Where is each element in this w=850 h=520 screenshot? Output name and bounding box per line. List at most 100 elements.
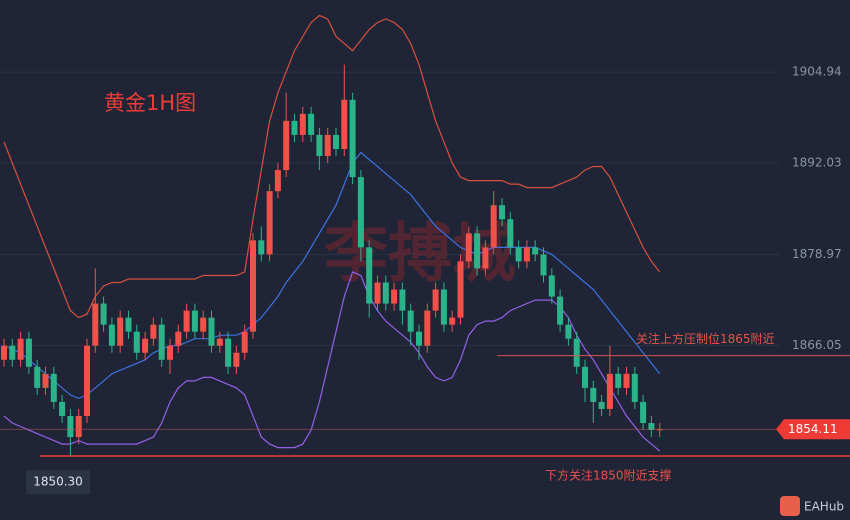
candle-body [582, 366, 588, 388]
band-line [3, 14, 661, 319]
candle-body [42, 373, 49, 388]
candle-body [133, 331, 140, 353]
candle-body [17, 338, 24, 360]
y-tick-label: 1866.05 [792, 338, 842, 352]
support-label: 1850.30 [33, 475, 83, 489]
candle-body [449, 317, 456, 325]
candle-body [623, 373, 630, 388]
candles [1, 64, 663, 457]
candle-body [241, 331, 248, 353]
candle-body [424, 310, 431, 346]
brand-icon [780, 496, 800, 516]
candle-body [191, 310, 198, 332]
candle-body [266, 191, 273, 255]
candle-body [125, 317, 132, 332]
candle-body [274, 170, 281, 192]
candle-body [208, 317, 215, 346]
candle-body [167, 345, 173, 360]
candle-body [598, 401, 605, 409]
candle-body [523, 247, 530, 262]
grid: 1866.05 1878.97 1892.03 1904.94 [0, 65, 842, 352]
band-line [3, 151, 661, 400]
candle-body [573, 338, 580, 367]
support-label-box [26, 470, 90, 495]
candle-body [117, 317, 124, 346]
chart-title: 黄金1H图 [104, 91, 196, 115]
candle-body [615, 373, 622, 388]
candle-body [656, 429, 663, 431]
candle-body [100, 303, 107, 325]
bands [3, 14, 661, 452]
candle-body [183, 310, 190, 332]
candle-body [490, 205, 497, 248]
y-tick-label: 1904.94 [792, 65, 842, 79]
candle-body [631, 373, 638, 402]
candle-body [507, 219, 514, 248]
candle-body [308, 113, 315, 135]
price-tag [776, 419, 850, 440]
candle-body [499, 205, 505, 220]
candle-body [299, 113, 306, 135]
candle-body [532, 247, 539, 255]
candle-body [341, 99, 348, 149]
candle-body [250, 240, 256, 332]
candle-body [440, 289, 447, 325]
candle-body [382, 282, 389, 304]
candle-body [540, 254, 547, 276]
candle-body [67, 416, 74, 438]
candle-body [374, 282, 381, 304]
candle-body [366, 247, 373, 304]
candle-body [108, 324, 115, 346]
candle-body [548, 275, 555, 297]
candle-body [474, 233, 481, 269]
candle-body [9, 345, 16, 360]
candle-body [324, 134, 331, 156]
candle-body [34, 366, 41, 388]
candle-body [200, 317, 207, 332]
candle-body [407, 310, 414, 332]
y-tick-label: 1892.03 [792, 155, 842, 169]
candle-body [216, 338, 223, 346]
candle-body [25, 338, 32, 367]
candle-body [515, 247, 522, 262]
candle-body [648, 423, 655, 431]
candle-body [465, 233, 472, 262]
price-tag-label: 1854.11 [788, 422, 838, 436]
candle-body [92, 303, 99, 346]
candle-body [391, 289, 398, 304]
candle-body [283, 120, 290, 171]
candle-body [316, 134, 323, 156]
candle-body [233, 352, 240, 367]
annotation: 关注上方压制位1865附近 [636, 331, 775, 346]
candle-body [606, 373, 613, 409]
candle-body [258, 240, 265, 255]
candle-body [590, 387, 597, 402]
candle-body [175, 331, 182, 346]
candle-body [416, 331, 422, 346]
candle-body [482, 247, 489, 269]
candle-body [640, 401, 647, 424]
candle-body [59, 401, 66, 416]
candle-body [225, 338, 232, 367]
candle-body [565, 324, 572, 339]
candle-body [50, 373, 57, 402]
candle-body [457, 261, 464, 318]
candle-body [291, 120, 298, 135]
candle-body [557, 296, 564, 325]
candle-body [349, 99, 356, 178]
band-line [3, 271, 661, 452]
candle-body [333, 134, 339, 149]
y-tick-label: 1878.97 [792, 247, 842, 261]
candle-body [432, 289, 439, 311]
candle-body [84, 345, 90, 416]
candle-body [399, 289, 406, 311]
annotation: 下方关注1850附近支撑 [545, 468, 672, 483]
candle-body [1, 345, 7, 360]
candle-body [158, 324, 165, 360]
candle-body [150, 324, 157, 339]
brand: EAHub [804, 500, 844, 514]
candle-body [75, 416, 82, 438]
candle-body [357, 177, 364, 248]
